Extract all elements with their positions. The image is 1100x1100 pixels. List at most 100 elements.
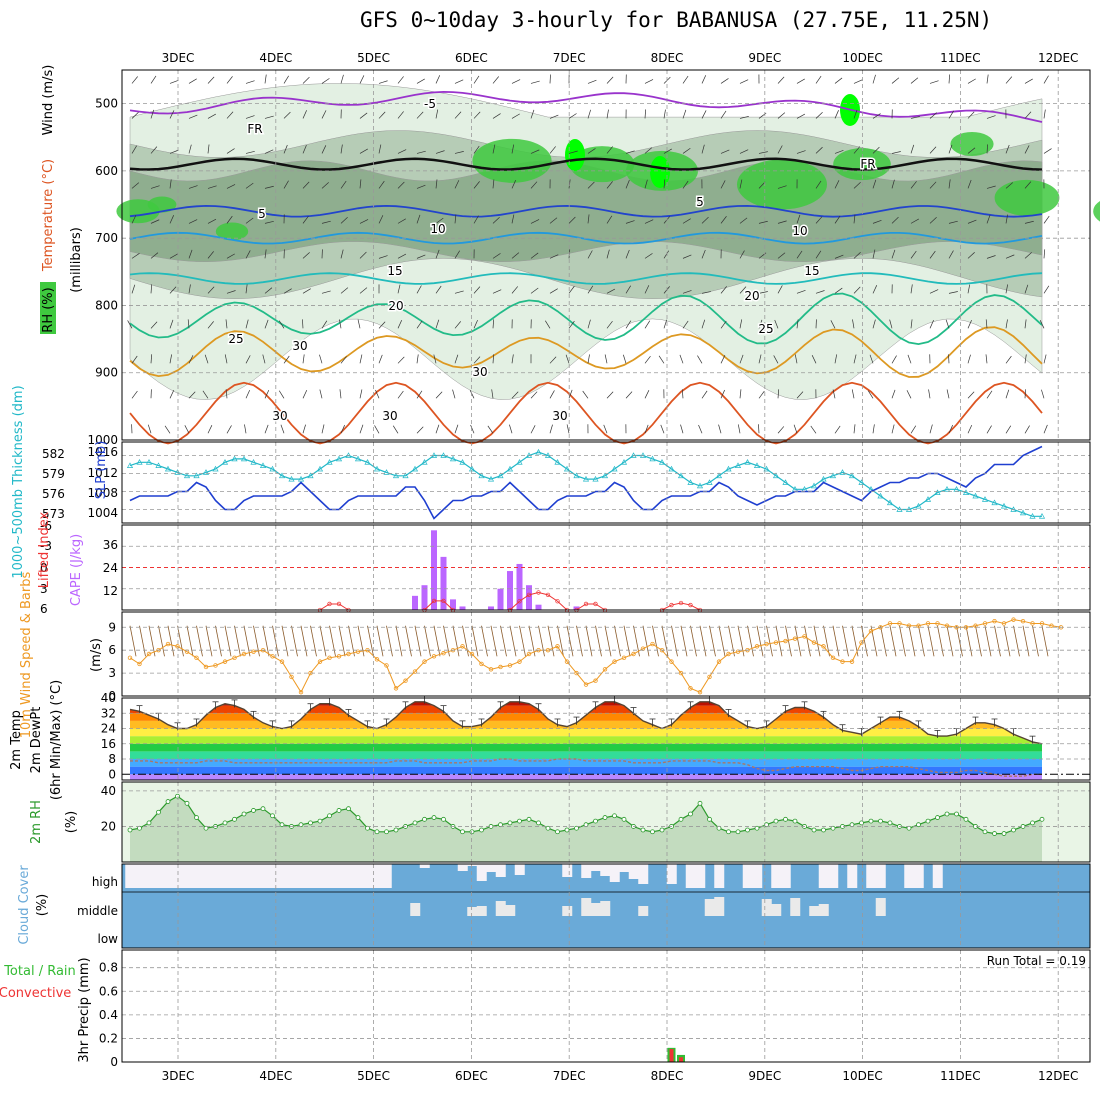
thickness-marker — [478, 472, 485, 479]
wind-barb — [131, 355, 138, 364]
wind-barb — [545, 320, 551, 329]
wind-barb — [416, 214, 421, 224]
wind-barb — [644, 320, 651, 329]
wind-barb — [907, 354, 912, 364]
wind-barb — [644, 147, 653, 154]
wind10-marker — [982, 621, 988, 626]
rh2m-marker — [859, 820, 864, 826]
wind-barb — [777, 389, 780, 399]
wind-barb — [701, 110, 707, 119]
wind-barb — [777, 220, 787, 224]
wind10-barb — [595, 625, 602, 657]
wind10-marker — [555, 644, 560, 649]
rh2m-marker — [963, 816, 969, 822]
wind10-marker — [764, 641, 769, 647]
x-label-top: 10DEC — [842, 51, 882, 65]
wind-barb — [150, 219, 160, 224]
rh2m-marker — [517, 818, 522, 824]
wind-barb — [606, 320, 613, 329]
wind-barb — [1005, 425, 1012, 434]
label-thickness: 1000~500mb Thickness (dm) — [11, 385, 26, 578]
wind10-barb — [234, 625, 241, 657]
isotherm-5 — [129, 204, 1043, 218]
wind10-barb — [471, 625, 479, 657]
wind-barb — [986, 144, 988, 154]
wind-barb — [226, 76, 233, 84]
cloud-high-gap — [296, 864, 307, 888]
thickness-marker — [164, 465, 172, 472]
cloud-row-label: low — [98, 932, 119, 946]
wind-barb — [473, 319, 478, 329]
thickness-marker — [573, 472, 580, 479]
thickness-marker — [744, 459, 751, 465]
wind-barb — [796, 250, 803, 259]
panel-wind10 — [121, 611, 1091, 697]
series-dewpt — [130, 758, 1042, 777]
wind-barb — [264, 424, 269, 434]
wind-barb — [967, 319, 972, 329]
thickness-marker — [677, 472, 685, 479]
wind-barb — [435, 150, 445, 154]
rh2m-marker — [821, 827, 826, 833]
wind-barb — [834, 254, 844, 259]
wind-barb — [1043, 75, 1049, 84]
wind-barb — [587, 250, 593, 259]
wind-barb — [150, 284, 153, 294]
wind10-marker — [175, 644, 180, 649]
wind-barb — [946, 389, 950, 399]
y-tick-rh2m: 40 — [101, 784, 116, 798]
cape-bar — [497, 588, 504, 610]
wind10-barb — [804, 625, 811, 657]
wind10-marker — [887, 621, 893, 626]
wind-barb — [321, 290, 331, 294]
wind-barb — [188, 185, 198, 189]
wind-barb — [948, 74, 951, 84]
wind-barb — [226, 111, 234, 119]
rh2m-marker — [127, 827, 133, 833]
wind-barb — [359, 112, 368, 119]
wind-barb — [416, 426, 424, 434]
wind-barb — [587, 214, 590, 224]
cloud-high-gap — [315, 864, 326, 888]
wind-barb — [321, 110, 327, 119]
wind10-barb — [994, 625, 1001, 657]
wind-barb — [758, 354, 762, 364]
wind-barb — [454, 290, 464, 294]
wind-barb — [283, 75, 289, 84]
wind10-barb — [576, 625, 583, 657]
wind-barb — [644, 424, 649, 434]
rh2m-marker — [279, 822, 285, 828]
thickness-marker — [658, 459, 666, 465]
li-curve — [424, 600, 454, 611]
thickness-marker — [820, 475, 827, 482]
wind-barb — [207, 144, 210, 154]
thickness-marker — [354, 455, 362, 462]
x-label-top: 5DEC — [357, 51, 390, 65]
wind10-marker — [802, 634, 807, 639]
wind-barb — [226, 290, 236, 294]
wind-barb — [568, 285, 575, 294]
li-marker — [336, 601, 342, 607]
wind-barb — [359, 75, 365, 84]
cloud-mid-gap — [771, 904, 782, 916]
cloud-high-gap — [419, 864, 430, 868]
wind10-barb — [367, 625, 374, 657]
wind-barb — [604, 354, 608, 364]
rh2m-marker — [992, 831, 997, 836]
wind-barb — [737, 424, 741, 434]
wind-barb — [872, 319, 876, 329]
wind-barb — [834, 425, 841, 434]
x-label-bottom: 11DEC — [940, 1069, 980, 1083]
wind-barb — [985, 319, 988, 329]
wind-barb — [910, 250, 917, 259]
wind-barb — [986, 390, 993, 399]
wind-barb — [929, 250, 936, 259]
cape-bar — [450, 599, 456, 610]
isotherm-label: 20 — [388, 299, 403, 313]
wind10-barb — [794, 625, 802, 657]
label-precip-axis: 3hr Precip (mm) — [77, 957, 92, 1062]
thickness-marker — [734, 462, 742, 468]
li-curve — [576, 603, 606, 611]
rh2m-marker — [954, 811, 959, 817]
wind10-marker — [688, 686, 693, 691]
